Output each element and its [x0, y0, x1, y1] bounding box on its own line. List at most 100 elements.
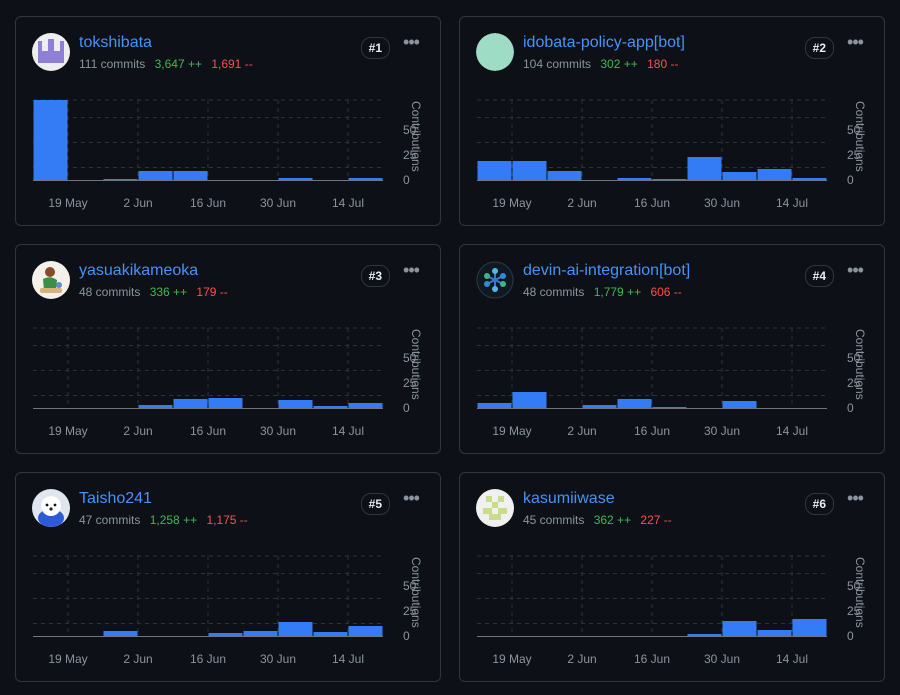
chart-bar [792, 178, 827, 180]
x-tick-label: 2 Jun [123, 196, 152, 210]
x-tick-label: 16 Jun [634, 424, 670, 438]
rank-badge: #3 [360, 265, 390, 287]
x-tick-label: 16 Jun [634, 652, 670, 666]
contributor-username[interactable]: idobata-policy-app[bot] [523, 34, 685, 51]
chart-bar [313, 632, 348, 636]
chart-bar [512, 161, 547, 180]
x-tick-label: 14 Jul [332, 652, 364, 666]
contributor-username[interactable]: Taisho241 [79, 490, 152, 507]
kebab-menu-icon[interactable]: ••• [847, 260, 864, 280]
kebab-menu-icon[interactable]: ••• [403, 32, 420, 52]
x-tick-label: 2 Jun [567, 196, 596, 210]
chart-bar [348, 626, 383, 636]
chart-bar [103, 179, 138, 180]
y-tick-label: 25 [847, 376, 861, 390]
commit-stats: 48 commits 336 ++ 179 -- [79, 285, 228, 299]
chart-bar [582, 405, 617, 408]
chart-bar [103, 631, 138, 636]
y-tick-label: 0 [847, 401, 854, 415]
commit-count[interactable]: 45 commits [523, 513, 585, 527]
x-tick-label: 19 May [48, 196, 87, 210]
contributor-username[interactable]: kasumiiwase [523, 490, 615, 507]
chart-bar [687, 157, 722, 180]
commit-count[interactable]: 48 commits [79, 285, 141, 299]
y-axis-label: Contributions [853, 329, 867, 400]
y-tick-label: 0 [403, 401, 410, 415]
y-tick-label: 25 [847, 148, 861, 162]
mint-circle-icon[interactable] [476, 33, 514, 71]
chart-bar [617, 178, 652, 180]
deletions-count: 606 -- [650, 285, 682, 299]
chart-bar [348, 178, 383, 180]
commit-stats: 104 commits 302 ++ 180 -- [523, 57, 678, 71]
x-tick-label: 2 Jun [567, 424, 596, 438]
chart-bar [477, 161, 512, 180]
x-tick-label: 30 Jun [260, 196, 296, 210]
chart-bar [173, 399, 208, 408]
x-tick-label: 16 Jun [634, 196, 670, 210]
chart-bar [278, 400, 313, 408]
commit-stats: 48 commits 1,779 ++ 606 -- [523, 285, 682, 299]
x-tick-label: 19 May [492, 424, 531, 438]
kebab-menu-icon[interactable]: ••• [403, 260, 420, 280]
kebab-menu-icon[interactable]: ••• [403, 488, 420, 508]
y-tick-label: 25 [847, 604, 861, 618]
commit-count[interactable]: 104 commits [523, 57, 592, 71]
chart-bar [512, 392, 547, 408]
contributor-card: Taisho241 47 commits 1,258 ++ 1,175 -- #… [15, 472, 441, 682]
contributor-card: yasuakikameoka 48 commits 336 ++ 179 -- … [15, 244, 441, 454]
x-tick-label: 19 May [492, 652, 531, 666]
rank-badge: #5 [360, 493, 390, 515]
contributor-username[interactable]: yasuakikameoka [79, 262, 199, 279]
x-tick-label: 30 Jun [704, 424, 740, 438]
chart-bar [792, 619, 827, 636]
additions-count: 1,779 ++ [593, 285, 642, 299]
chart-bar [652, 407, 687, 408]
commit-stats: 45 commits 362 ++ 227 -- [523, 513, 672, 527]
deletions-count: 179 -- [196, 285, 228, 299]
chart-bar [722, 621, 757, 636]
y-tick-label: 25 [403, 376, 417, 390]
contributor-username[interactable]: devin-ai-integration[bot] [523, 262, 691, 279]
y-axis-label: Contributions [409, 557, 423, 628]
y-tick-label: 0 [847, 629, 854, 643]
contributor-username[interactable]: tokshibata [79, 34, 152, 51]
x-tick-label: 14 Jul [776, 652, 808, 666]
y-axis-label: Contributions [409, 329, 423, 400]
chart-bar [208, 398, 243, 408]
chart-bar [138, 171, 173, 180]
chart-bar [477, 403, 512, 408]
x-tick-label: 2 Jun [123, 424, 152, 438]
x-tick-label: 30 Jun [704, 652, 740, 666]
devin-logo-icon[interactable] [476, 261, 514, 299]
kebab-menu-icon[interactable]: ••• [847, 32, 864, 52]
deletions-count: 227 -- [640, 513, 672, 527]
white-dog-icon[interactable] [32, 489, 70, 527]
contributor-card: kasumiiwase 45 commits 362 ++ 227 -- #6 … [459, 472, 885, 682]
commit-count[interactable]: 47 commits [79, 513, 141, 527]
chart-bar [278, 622, 313, 636]
x-tick-label: 2 Jun [567, 652, 596, 666]
rank-badge: #2 [804, 37, 834, 59]
chart-bar [687, 634, 722, 636]
person-illustration-icon[interactable] [32, 261, 70, 299]
chart-bar [722, 401, 757, 408]
x-tick-label: 19 May [48, 652, 87, 666]
identicon-purple-icon[interactable] [32, 33, 70, 71]
x-tick-label: 2 Jun [123, 652, 152, 666]
identicon-green-icon[interactable] [476, 489, 514, 527]
chart-bar [547, 171, 582, 180]
commit-count[interactable]: 111 commits [79, 57, 146, 71]
x-tick-label: 16 Jun [190, 196, 226, 210]
commit-count[interactable]: 48 commits [523, 285, 585, 299]
y-tick-label: 50 [847, 123, 861, 137]
commit-stats: 111 commits 3,647 ++ 1,691 -- [79, 57, 253, 71]
kebab-menu-icon[interactable]: ••• [847, 488, 864, 508]
y-tick-label: 0 [403, 173, 410, 187]
x-tick-label: 30 Jun [704, 196, 740, 210]
chart-bar [208, 633, 243, 636]
